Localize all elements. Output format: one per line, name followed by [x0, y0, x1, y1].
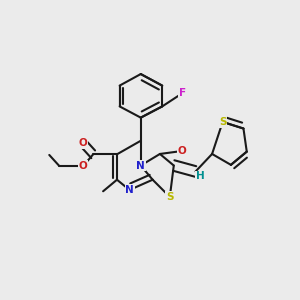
- Text: S: S: [166, 192, 174, 202]
- Text: O: O: [79, 161, 88, 171]
- Text: F: F: [179, 88, 186, 98]
- Text: S: S: [219, 117, 226, 127]
- Text: H: H: [196, 171, 205, 181]
- Text: O: O: [79, 138, 88, 148]
- Text: N: N: [136, 160, 145, 170]
- Text: O: O: [178, 146, 186, 156]
- Text: N: N: [125, 185, 134, 195]
